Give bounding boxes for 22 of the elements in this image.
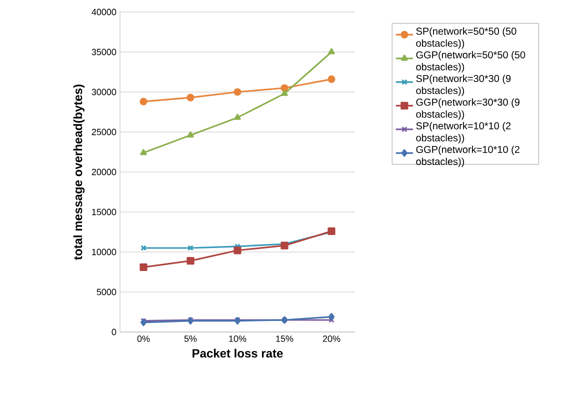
- y-tick-label: 0: [112, 328, 116, 336]
- y-tick-label: 25000: [92, 128, 116, 136]
- y-tick-label: 15000: [92, 208, 116, 216]
- legend-label: SP(network=50*50 (50 obstacles)): [416, 27, 516, 49]
- legend-label: GGP(network=50*50 (50 obstacles)): [416, 51, 526, 72]
- x-tick-label: 10%: [229, 336, 246, 342]
- y-tick-label: 35000: [92, 48, 116, 56]
- x-tick-label: 0%: [137, 336, 150, 342]
- x-tick-label: 5%: [184, 336, 197, 342]
- x-axis-title: Packet loss rate: [192, 348, 283, 358]
- legend-label: SP(network=10*10 (2 obstacles)): [416, 122, 511, 144]
- x-tick-label: 20%: [322, 336, 340, 342]
- y-tick-label: 20000: [92, 168, 116, 176]
- y-tick-label: 10000: [92, 248, 116, 256]
- legend-label: GGP(network=30*30 (9 obstacles)): [416, 98, 520, 120]
- y-tick-label: 30000: [92, 88, 116, 96]
- legend-label: GGP(network=10*10 (2 obstacles)): [416, 146, 520, 168]
- legend-label: SP(network=30*30 (9 obstacles)): [416, 74, 511, 96]
- y-tick-label: 40000: [92, 8, 116, 16]
- x-tick-label: 15%: [276, 336, 294, 342]
- y-axis-title: total message overhead(bytes): [73, 84, 85, 260]
- y-tick-label: 5000: [96, 288, 116, 296]
